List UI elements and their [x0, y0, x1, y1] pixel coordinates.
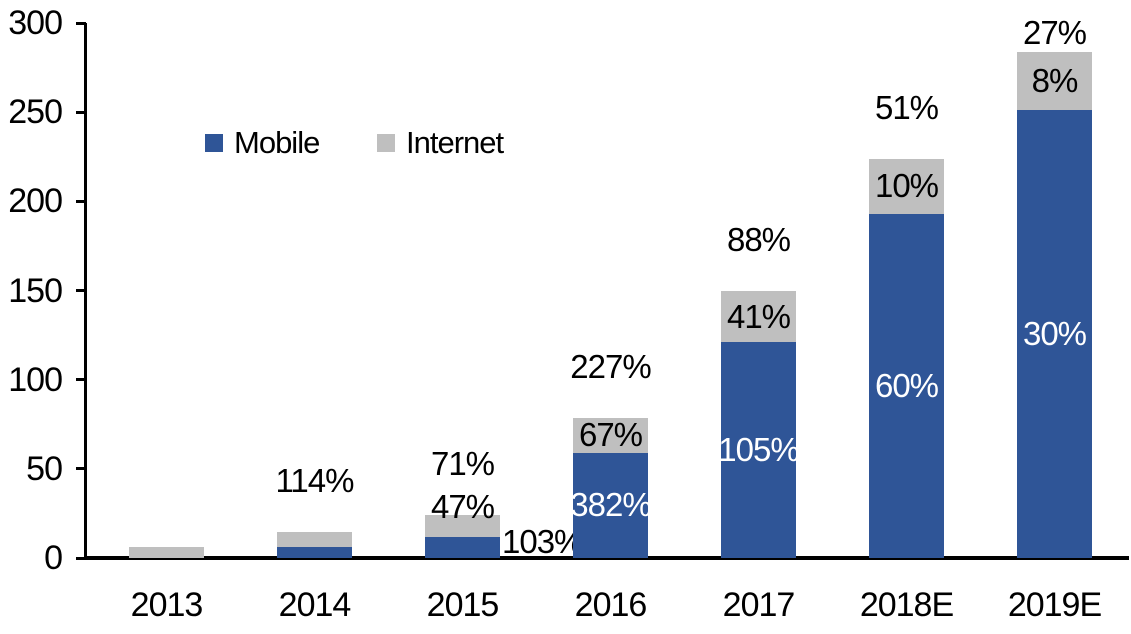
bar-internet-2015 — [425, 515, 500, 537]
bar-internet-2016 — [573, 418, 648, 453]
y-axis-tick-label: 0 — [44, 539, 63, 577]
y-axis-tick-label: 50 — [26, 449, 63, 488]
y-axis-tick — [76, 199, 86, 203]
y-axis-tick — [76, 289, 86, 292]
total-growth-label-2018E: 51% — [874, 88, 939, 126]
internet-growth-label-2016: 67% — [578, 416, 643, 454]
legend-item-mobile: Mobile — [205, 125, 320, 160]
y-axis-tick — [76, 21, 86, 25]
x-axis-line — [84, 556, 1129, 560]
mobile-growth-label-2018E: 60% — [874, 366, 939, 404]
y-axis-tick-label: 100 — [8, 360, 63, 399]
total-growth-label-2016: 227% — [570, 348, 651, 385]
y-axis-tick-label: 200 — [8, 182, 63, 221]
internet-legend-swatch — [377, 134, 395, 152]
bar-mobile-2014 — [277, 547, 352, 558]
bar-mobile-2018E — [869, 213, 944, 558]
bar-internet-2019E — [1017, 51, 1092, 111]
bar-internet-2018E — [869, 158, 944, 214]
y-axis-tick — [76, 378, 86, 382]
category-label-2016: 2016 — [574, 586, 648, 624]
total-growth-label-2019E: 27% — [1022, 14, 1087, 51]
mobile-legend-swatch — [205, 134, 223, 152]
internet-growth-label-2015: 47% — [430, 488, 495, 526]
bar-internet-2017 — [721, 291, 796, 343]
y-axis-tick — [76, 467, 86, 471]
mobile-growth-label-2016: 382% — [570, 486, 651, 524]
category-label-2014: 2014 — [278, 586, 352, 624]
category-label-2019E: 2019E — [1007, 586, 1102, 624]
mobile-growth-label-2019E: 30% — [1022, 315, 1087, 353]
total-growth-label-2017: 88% — [726, 221, 791, 259]
mobile-growth-label-2015: 103% — [502, 523, 583, 561]
total-growth-label-2014: 114% — [275, 462, 355, 500]
mobile-legend-label: Mobile — [234, 125, 320, 160]
internet-growth-label-2018E: 10% — [874, 167, 939, 205]
bar-internet-2013 — [129, 547, 204, 558]
y-axis-tick-label: 250 — [8, 93, 63, 132]
y-axis-tick-label: 300 — [8, 4, 63, 42]
internet-growth-label-2019E: 8% — [1031, 61, 1079, 99]
category-label-2015: 2015 — [426, 586, 500, 624]
y-axis-tick — [76, 110, 86, 114]
y-axis-tick-label: 150 — [8, 271, 63, 310]
bar-mobile-2016 — [573, 452, 648, 558]
mobile-growth-label-2017: 105% — [718, 431, 799, 469]
bar-mobile-2017 — [721, 342, 796, 558]
internet-growth-label-2017: 41% — [726, 297, 791, 335]
category-label-2018E: 2018E — [859, 586, 954, 624]
category-label-2013: 2013 — [130, 586, 204, 624]
bar-mobile-2015 — [425, 536, 500, 558]
y-axis-tick — [76, 556, 86, 560]
internet-legend-label: Internet — [406, 125, 504, 160]
total-growth-label-2015: 71% — [430, 445, 495, 483]
category-label-2017: 2017 — [722, 586, 796, 624]
legend-item-internet: Internet — [377, 125, 504, 160]
bar-mobile-2019E — [1017, 110, 1092, 558]
bar-internet-2014 — [277, 532, 352, 548]
